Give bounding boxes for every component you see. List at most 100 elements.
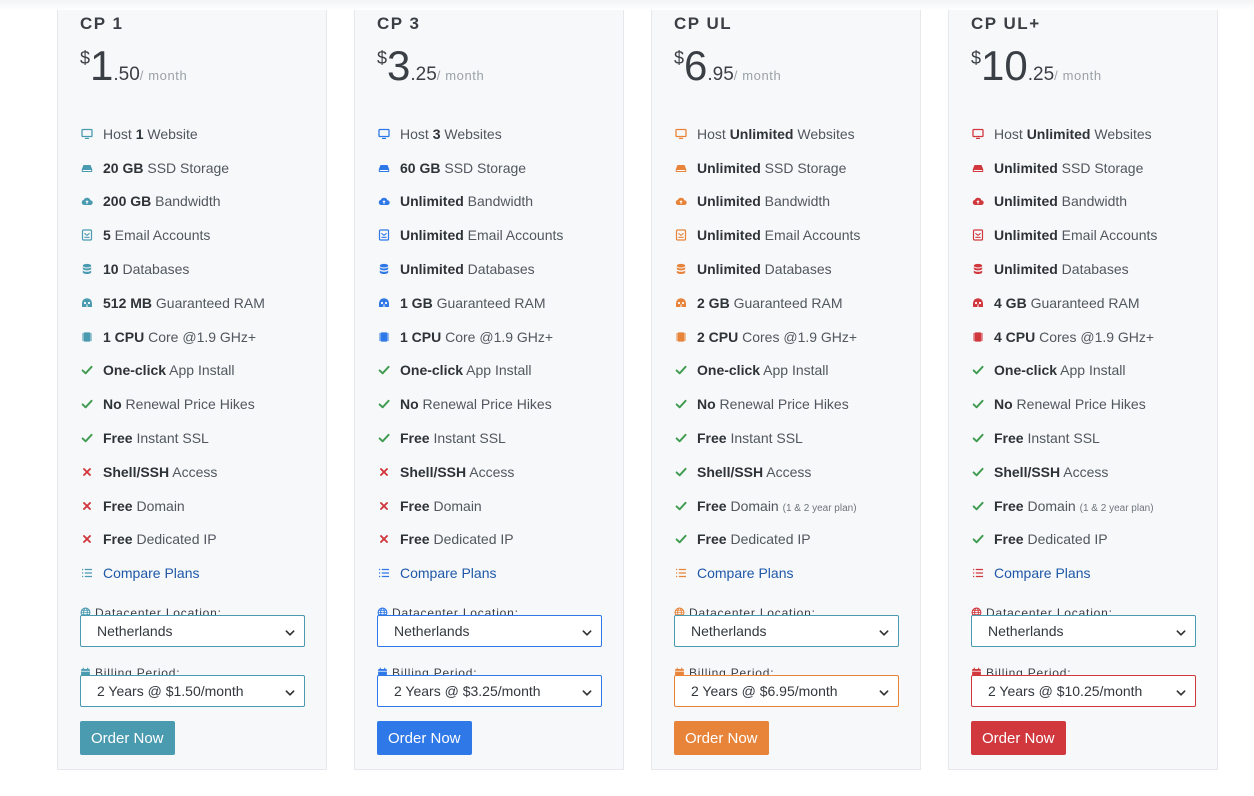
- feature-highlight: 20 GB: [103, 159, 144, 176]
- order-now-button[interactable]: Order Now: [80, 721, 175, 755]
- billing-value: 2 Years @ $3.25/month: [394, 683, 541, 699]
- chevron-down-icon: [1175, 626, 1187, 638]
- plan-name: CP 1: [80, 14, 124, 33]
- feature-item: Free Domain: [377, 489, 563, 523]
- feature-list: Host 3 Websites 60 GB SSD Storage Unlimite…: [377, 117, 563, 590]
- chevron-down-icon: [284, 626, 296, 638]
- feature-item: Unlimited Databases: [377, 252, 563, 286]
- feature-text: One-click App Install: [103, 362, 235, 378]
- feature-item: 512 MB Guaranteed RAM: [80, 286, 265, 320]
- order-now-button[interactable]: Order Now: [971, 721, 1066, 755]
- feature-highlight: Free: [697, 531, 727, 548]
- price-whole: 1: [90, 42, 114, 89]
- feature-text: One-click App Install: [400, 362, 532, 378]
- database-icon: [80, 262, 94, 276]
- feature-suffix: Cores @1.9 GHz+: [738, 328, 858, 345]
- feature-highlight: Unlimited: [994, 227, 1058, 244]
- feature-highlight: 10: [103, 261, 119, 278]
- feature-suffix: Dedicated IP: [1023, 531, 1108, 548]
- feature-suffix: Dedicated IP: [429, 531, 514, 548]
- order-now-button[interactable]: Order Now: [674, 721, 769, 755]
- feature-highlight: Free: [400, 531, 430, 548]
- cross-icon: [377, 499, 391, 513]
- feature-highlight: One-click: [400, 362, 464, 379]
- feature-suffix: Databases: [463, 261, 535, 278]
- chevron-down-icon: [284, 686, 296, 698]
- compare-plans-link[interactable]: Compare Plans: [377, 556, 563, 590]
- monitor-icon: [674, 127, 688, 141]
- feature-list: Host Unlimited Websites Unlimited SSD Sto…: [674, 117, 860, 590]
- plan-card: CP 3 $3.25/ month Host 3 Websites 60 GB SSD…: [354, 10, 624, 770]
- datacenter-select[interactable]: Netherlands: [377, 615, 602, 647]
- feature-item: One-click App Install: [377, 354, 563, 388]
- billing-select[interactable]: 2 Years @ $3.25/month: [377, 675, 602, 707]
- list-icon: [971, 566, 985, 580]
- feature-item: Free Dedicated IP: [377, 523, 563, 557]
- cross-icon: [80, 465, 94, 479]
- feature-text: Unlimited Bandwidth: [994, 193, 1127, 209]
- feature-highlight: Free: [103, 497, 133, 514]
- feature-suffix: Access: [1060, 463, 1109, 480]
- feature-suffix: Email Accounts: [463, 227, 564, 244]
- datacenter-value: Netherlands: [394, 623, 470, 639]
- feature-text: Shell/SSH Access: [994, 464, 1108, 480]
- billing-select[interactable]: 2 Years @ $1.50/month: [80, 675, 305, 707]
- feature-highlight: Free: [103, 430, 133, 447]
- price-cents: .25: [410, 64, 437, 85]
- feature-highlight: 4 GB: [994, 294, 1027, 311]
- hdd-icon: [377, 161, 391, 175]
- feature-highlight: Free: [994, 531, 1024, 548]
- feature-suffix: App Install: [166, 362, 235, 379]
- compare-plans-link[interactable]: Compare Plans: [674, 556, 860, 590]
- feature-suffix: Domain: [726, 497, 783, 514]
- feature-highlight: 5: [103, 227, 111, 244]
- feature-text: 5 Email Accounts: [103, 227, 210, 243]
- feature-highlight: Free: [697, 497, 727, 514]
- check-icon: [971, 363, 985, 377]
- feature-text: Unlimited Databases: [994, 261, 1129, 277]
- price-period: / month: [1054, 68, 1102, 83]
- feature-suffix: Access: [169, 463, 218, 480]
- billing-select[interactable]: 2 Years @ $6.95/month: [674, 675, 899, 707]
- feature-item: Free Dedicated IP: [971, 523, 1157, 557]
- feature-item: Unlimited Email Accounts: [674, 218, 860, 252]
- price-currency: $: [971, 48, 982, 68]
- feature-text: Free Instant SSL: [400, 430, 506, 446]
- feature-highlight: One-click: [103, 362, 167, 379]
- datacenter-select[interactable]: Netherlands: [674, 615, 899, 647]
- feature-highlight: No: [400, 396, 419, 413]
- feature-item: One-click App Install: [80, 354, 265, 388]
- feature-item: Free Dedicated IP: [80, 523, 265, 557]
- feature-highlight: Unlimited: [400, 193, 464, 210]
- feature-text: Unlimited SSD Storage: [697, 160, 846, 176]
- plan-price: $1.50/ month: [80, 44, 187, 88]
- cross-icon: [80, 532, 94, 546]
- order-now-button[interactable]: Order Now: [377, 721, 472, 755]
- feature-suffix: Websites: [793, 125, 855, 142]
- check-icon: [80, 431, 94, 445]
- feature-suffix: Domain: [132, 497, 185, 514]
- feature-suffix: App Install: [1057, 362, 1126, 379]
- feature-item: Free Instant SSL: [674, 421, 860, 455]
- feature-suffix: Instant SSL: [726, 430, 803, 447]
- feature-text: No Renewal Price Hikes: [103, 396, 255, 412]
- feature-suffix: Guaranteed RAM: [1026, 294, 1140, 311]
- memory-icon: [377, 296, 391, 310]
- datacenter-value: Netherlands: [988, 623, 1064, 639]
- check-icon: [80, 397, 94, 411]
- feature-text: One-click App Install: [994, 362, 1126, 378]
- datacenter-select[interactable]: Netherlands: [80, 615, 305, 647]
- cloud-icon: [971, 194, 985, 208]
- compare-plans-link[interactable]: Compare Plans: [971, 556, 1157, 590]
- feature-highlight: Free: [697, 430, 727, 447]
- compare-plans-link[interactable]: Compare Plans: [80, 556, 265, 590]
- feature-suffix: Domain: [429, 497, 482, 514]
- chevron-down-icon: [1175, 686, 1187, 698]
- feature-highlight: 200 GB: [103, 193, 152, 210]
- feature-highlight: Shell/SSH: [994, 463, 1061, 480]
- plan-price: $6.95/ month: [674, 44, 781, 88]
- billing-select[interactable]: 2 Years @ $10.25/month: [971, 675, 1196, 707]
- feature-item: Host Unlimited Websites: [971, 117, 1157, 151]
- datacenter-select[interactable]: Netherlands: [971, 615, 1196, 647]
- check-icon: [674, 532, 688, 546]
